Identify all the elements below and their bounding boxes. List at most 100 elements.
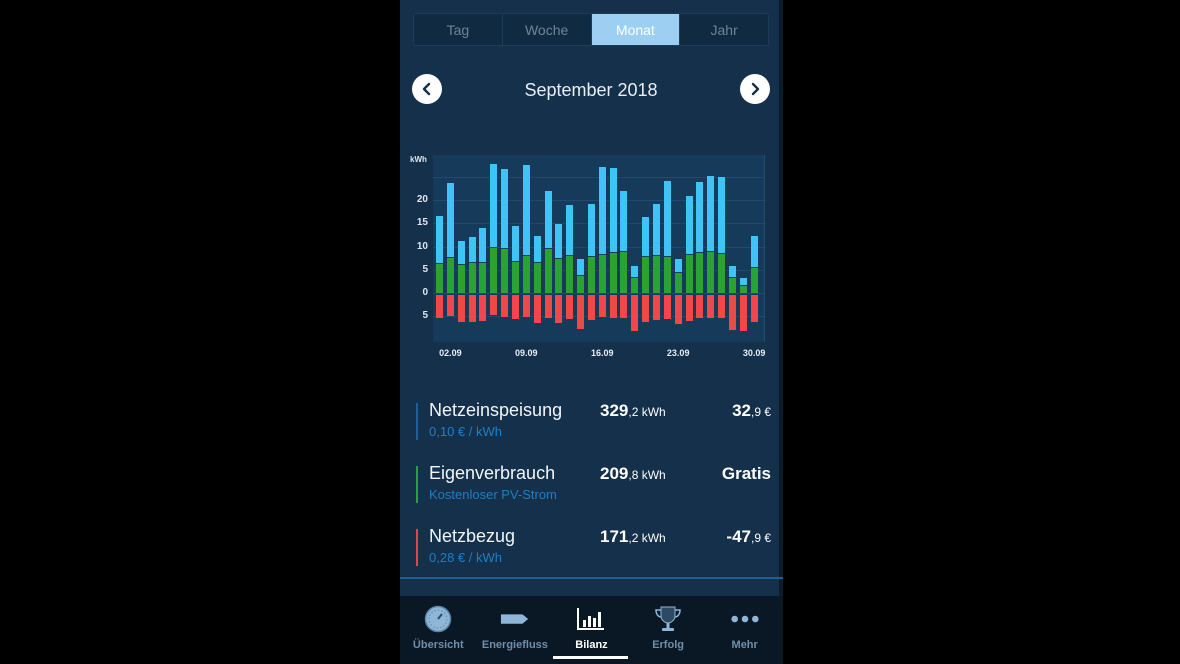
bar-netzbezug[interactable]: [750, 295, 758, 322]
bar-netzbezug[interactable]: [446, 295, 454, 316]
previous-period-button[interactable]: [412, 74, 442, 104]
summary-row-netzbezug[interactable]: Netzbezug 0,28 € / kWh 171,2 kWh -47,9 €: [400, 521, 783, 584]
bar-netzbezug[interactable]: [653, 295, 660, 321]
bar-eigenverbrauch[interactable]: [674, 273, 682, 293]
bar-eigenverbrauch[interactable]: [479, 263, 487, 293]
bar-netzeinspeisung[interactable]: [653, 204, 660, 255]
tab-erfolg[interactable]: Erfolg: [630, 596, 707, 664]
bar-eigenverbrauch[interactable]: [685, 254, 693, 293]
bar-eigenverbrauch[interactable]: [696, 253, 704, 293]
bar-netzeinspeisung[interactable]: [674, 259, 682, 272]
summary-row-eigenverbrauch[interactable]: Eigenverbrauch Kostenloser PV-Strom 209,…: [400, 458, 783, 521]
bar-netzeinspeisung[interactable]: [479, 227, 487, 263]
bar-netzbezug[interactable]: [739, 295, 747, 331]
bar-eigenverbrauch[interactable]: [598, 254, 606, 293]
tab-bilanz[interactable]: Bilanz: [553, 596, 630, 664]
bar-netzbezug[interactable]: [468, 295, 476, 322]
bar-eigenverbrauch[interactable]: [544, 248, 552, 293]
bar-eigenverbrauch[interactable]: [533, 263, 541, 293]
bar-netzeinspeisung[interactable]: [718, 176, 726, 253]
bar-netzbezug[interactable]: [598, 295, 606, 317]
bar-netzbezug[interactable]: [436, 295, 443, 319]
bar-eigenverbrauch[interactable]: [457, 265, 465, 293]
next-period-button[interactable]: [740, 74, 770, 104]
bar-netzeinspeisung[interactable]: [555, 224, 563, 259]
tab-mehr[interactable]: Mehr: [706, 596, 783, 664]
bar-netzeinspeisung[interactable]: [490, 164, 498, 247]
bar-netzbezug[interactable]: [577, 295, 585, 329]
tab-monat[interactable]: Monat: [591, 14, 681, 45]
bar-netzeinspeisung[interactable]: [501, 168, 509, 248]
bar-netzeinspeisung[interactable]: [609, 167, 617, 252]
bar-netzeinspeisung[interactable]: [685, 195, 693, 254]
bar-netzbezug[interactable]: [555, 295, 563, 323]
bar-eigenverbrauch[interactable]: [501, 248, 509, 293]
bar-netzeinspeisung[interactable]: [457, 240, 465, 265]
bar-netzeinspeisung[interactable]: [739, 278, 747, 285]
bar-netzeinspeisung[interactable]: [446, 183, 454, 258]
bar-eigenverbrauch[interactable]: [718, 253, 726, 293]
bar-eigenverbrauch[interactable]: [663, 257, 671, 293]
bar-eigenverbrauch[interactable]: [609, 253, 617, 293]
bar-netzbezug[interactable]: [718, 295, 726, 319]
bar-eigenverbrauch[interactable]: [446, 258, 454, 293]
bar-eigenverbrauch[interactable]: [566, 255, 574, 293]
bar-eigenverbrauch[interactable]: [468, 263, 476, 293]
bar-eigenverbrauch[interactable]: [436, 263, 443, 293]
bar-netzbezug[interactable]: [631, 295, 639, 331]
tab-tag[interactable]: Tag: [414, 14, 503, 45]
bar-netzbezug[interactable]: [522, 295, 530, 317]
bar-eigenverbrauch[interactable]: [490, 247, 498, 293]
bar-eigenverbrauch[interactable]: [522, 255, 530, 293]
bar-netzbezug[interactable]: [479, 295, 487, 322]
bar-netzbezug[interactable]: [501, 295, 509, 317]
bar-netzeinspeisung[interactable]: [620, 190, 628, 252]
tab-jahr[interactable]: Jahr: [710, 21, 738, 38]
bar-netzbezug[interactable]: [587, 295, 595, 321]
tab-energiefluss[interactable]: Energiefluss: [477, 596, 554, 664]
bar-netzeinspeisung[interactable]: [533, 235, 541, 263]
bar-netzeinspeisung[interactable]: [642, 217, 650, 257]
bar-netzbezug[interactable]: [609, 295, 617, 319]
bar-netzeinspeisung[interactable]: [544, 190, 552, 248]
summary-row-netzeinspeisung[interactable]: Netzeinspeisung 0,10 € / kWh 329,2 kWh 3…: [400, 395, 783, 458]
bar-netzeinspeisung[interactable]: [436, 216, 443, 263]
bar-netzbezug[interactable]: [457, 295, 465, 322]
bar-netzbezug[interactable]: [566, 295, 574, 320]
bar-netzbezug[interactable]: [685, 295, 693, 322]
bar-netzeinspeisung[interactable]: [468, 237, 476, 263]
bar-eigenverbrauch[interactable]: [642, 257, 650, 293]
bar-netzeinspeisung[interactable]: [598, 166, 606, 254]
bar-eigenverbrauch[interactable]: [577, 275, 585, 293]
bar-netzbezug[interactable]: [490, 295, 498, 315]
bar-netzeinspeisung[interactable]: [663, 180, 671, 257]
bar-eigenverbrauch[interactable]: [587, 257, 595, 293]
bar-netzbezug[interactable]: [674, 295, 682, 324]
bar-eigenverbrauch[interactable]: [511, 261, 519, 293]
bar-netzbezug[interactable]: [642, 295, 650, 322]
bar-netzbezug[interactable]: [696, 295, 704, 319]
bar-netzbezug[interactable]: [707, 295, 715, 319]
bar-netzeinspeisung[interactable]: [511, 226, 519, 261]
bar-netzeinspeisung[interactable]: [750, 235, 758, 267]
bar-eigenverbrauch[interactable]: [555, 259, 563, 293]
chart-plot-area[interactable]: [433, 155, 765, 342]
bar-eigenverbrauch[interactable]: [739, 286, 747, 293]
bar-netzeinspeisung[interactable]: [577, 259, 585, 275]
bar-eigenverbrauch[interactable]: [653, 255, 660, 293]
bar-eigenverbrauch[interactable]: [631, 278, 639, 293]
bar-netzeinspeisung[interactable]: [696, 181, 704, 252]
tab-uebersicht[interactable]: Übersicht: [400, 596, 477, 664]
bar-eigenverbrauch[interactable]: [620, 252, 628, 293]
bar-netzeinspeisung[interactable]: [631, 266, 639, 278]
bar-netzeinspeisung[interactable]: [522, 165, 530, 255]
tab-woche[interactable]: Woche: [503, 14, 592, 45]
bar-netzeinspeisung[interactable]: [728, 266, 736, 278]
bar-eigenverbrauch[interactable]: [750, 267, 758, 293]
bar-netzeinspeisung[interactable]: [566, 204, 574, 255]
bar-netzeinspeisung[interactable]: [707, 175, 715, 252]
bar-eigenverbrauch[interactable]: [707, 252, 715, 293]
bar-netzbezug[interactable]: [544, 295, 552, 319]
bar-netzbezug[interactable]: [728, 295, 736, 330]
bar-netzbezug[interactable]: [620, 295, 628, 319]
